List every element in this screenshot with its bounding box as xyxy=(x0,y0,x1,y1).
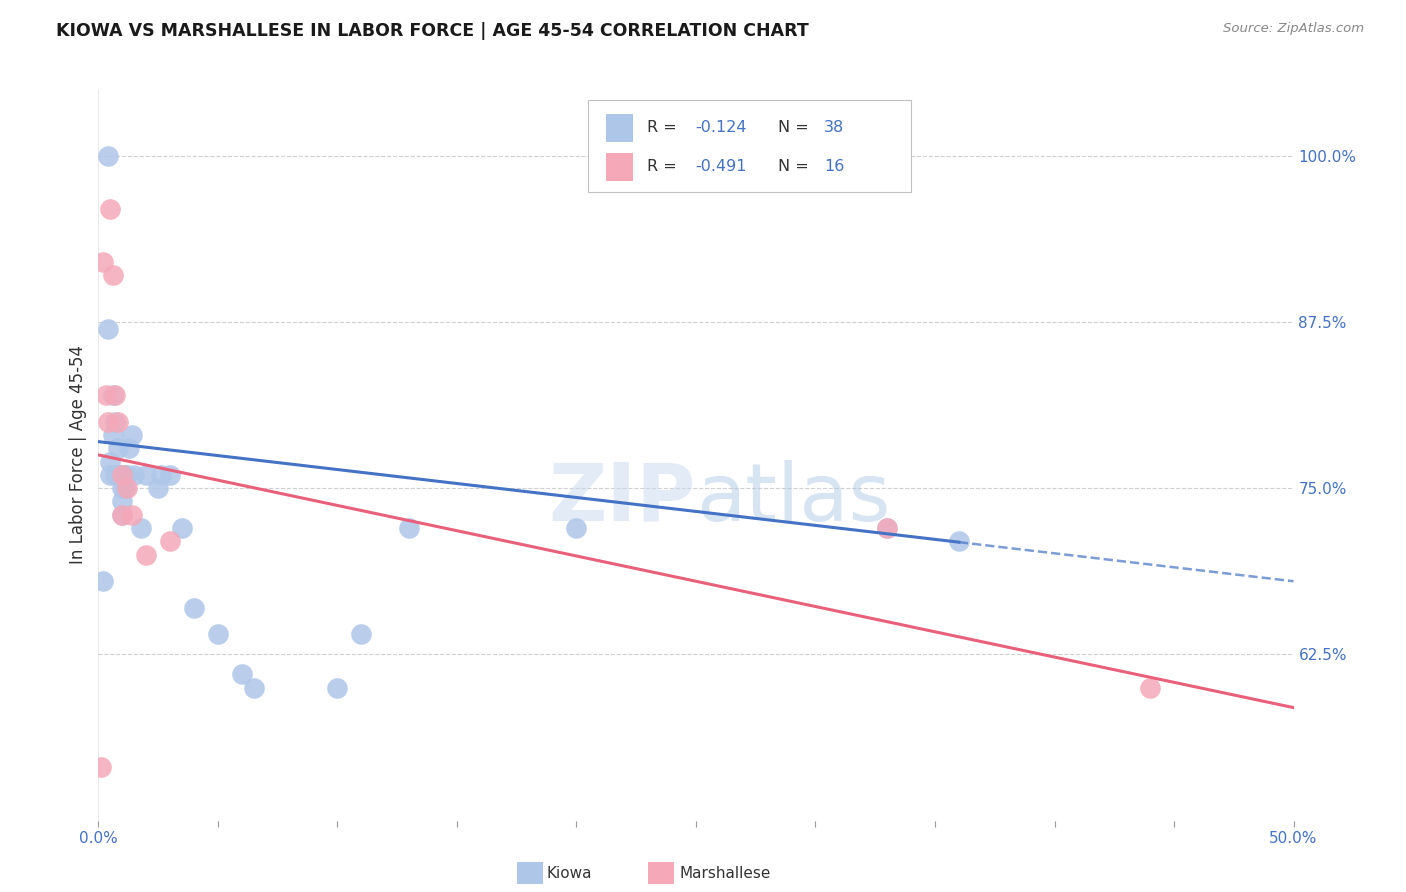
Point xyxy=(97,415,120,429)
Text: Marshallese: Marshallese xyxy=(679,866,770,880)
Point xyxy=(101,428,124,442)
Point xyxy=(98,467,122,482)
Point xyxy=(97,149,120,163)
Point xyxy=(98,202,122,216)
Point xyxy=(111,481,134,495)
Text: Kiowa: Kiowa xyxy=(547,866,592,880)
Text: 16: 16 xyxy=(824,159,844,174)
Point xyxy=(243,681,266,695)
Point xyxy=(111,494,134,508)
Point xyxy=(135,548,157,562)
Text: R =: R = xyxy=(647,159,682,174)
Point xyxy=(183,600,205,615)
Text: ZIP: ZIP xyxy=(548,459,696,538)
Point xyxy=(107,442,129,456)
Point xyxy=(131,521,153,535)
Point xyxy=(111,508,134,522)
Point xyxy=(565,521,588,535)
Text: 38: 38 xyxy=(824,120,844,135)
Point xyxy=(135,467,157,482)
FancyBboxPatch shape xyxy=(606,114,633,142)
Point xyxy=(104,415,127,429)
Point xyxy=(1139,681,1161,695)
Text: N =: N = xyxy=(779,159,814,174)
Point xyxy=(876,521,898,535)
Text: atlas: atlas xyxy=(696,459,890,538)
Point xyxy=(98,454,122,468)
Point xyxy=(108,467,131,482)
Point xyxy=(124,467,146,482)
Point xyxy=(115,467,138,482)
Point xyxy=(104,467,127,482)
Text: N =: N = xyxy=(779,120,814,135)
Point xyxy=(159,467,181,482)
Point xyxy=(115,481,138,495)
Point xyxy=(111,508,134,522)
Text: -0.124: -0.124 xyxy=(695,120,747,135)
FancyBboxPatch shape xyxy=(648,863,675,884)
Point xyxy=(159,534,181,549)
Point xyxy=(111,467,134,482)
FancyBboxPatch shape xyxy=(517,863,543,884)
Point xyxy=(231,667,253,681)
Point xyxy=(876,521,898,535)
Point xyxy=(91,574,114,589)
FancyBboxPatch shape xyxy=(588,100,911,192)
Point xyxy=(948,534,970,549)
Point xyxy=(118,442,141,456)
Point xyxy=(172,521,194,535)
Point xyxy=(114,481,136,495)
Point xyxy=(121,428,143,442)
Point xyxy=(326,681,349,695)
Point xyxy=(90,760,112,774)
Point xyxy=(107,467,129,482)
Point xyxy=(114,467,136,482)
Point xyxy=(107,415,129,429)
Y-axis label: In Labor Force | Age 45-54: In Labor Force | Age 45-54 xyxy=(69,345,87,565)
Text: KIOWA VS MARSHALLESE IN LABOR FORCE | AGE 45-54 CORRELATION CHART: KIOWA VS MARSHALLESE IN LABOR FORCE | AG… xyxy=(56,22,808,40)
FancyBboxPatch shape xyxy=(606,153,633,181)
Point xyxy=(207,627,229,641)
Text: -0.491: -0.491 xyxy=(695,159,747,174)
Point xyxy=(149,467,172,482)
Point xyxy=(104,388,127,402)
Point xyxy=(108,467,131,482)
Point xyxy=(101,388,124,402)
Point xyxy=(101,268,124,283)
Point xyxy=(97,321,120,335)
Text: R =: R = xyxy=(647,120,682,135)
Point xyxy=(148,481,170,495)
Text: Source: ZipAtlas.com: Source: ZipAtlas.com xyxy=(1223,22,1364,36)
Point xyxy=(398,521,420,535)
Point xyxy=(350,627,373,641)
Point xyxy=(94,388,117,402)
Point xyxy=(121,508,143,522)
Point xyxy=(91,255,114,269)
